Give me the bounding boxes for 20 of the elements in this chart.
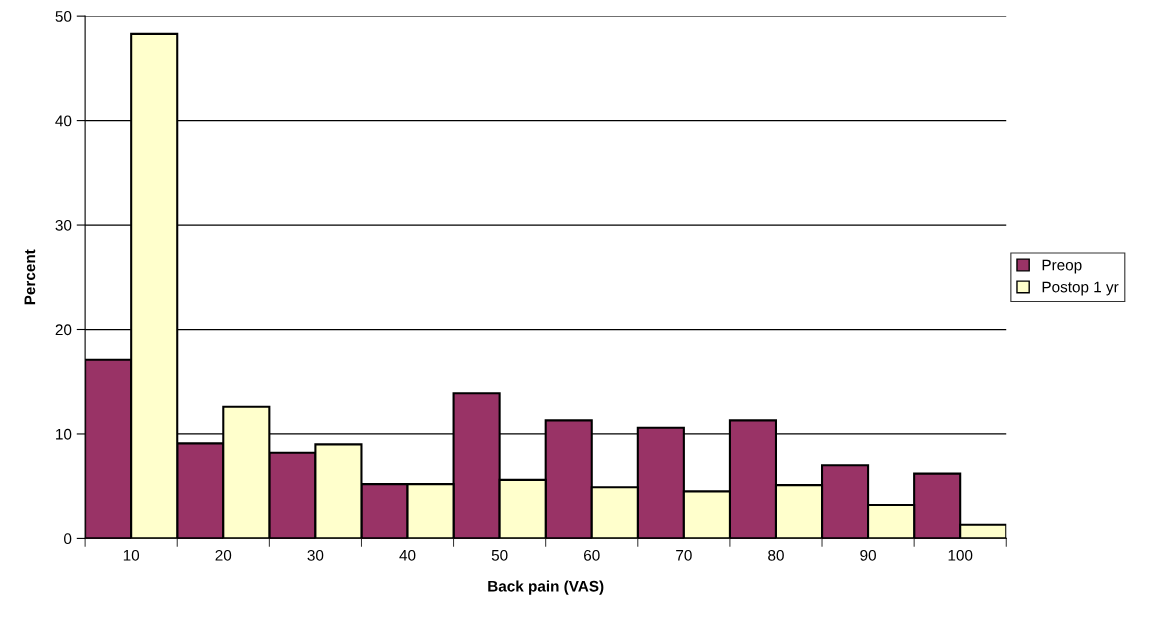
x-tick-label: 60: [584, 549, 600, 561]
y-tick-label: 10: [56, 428, 72, 440]
legend-label: Preop: [1042, 259, 1082, 274]
x-tick-label: 90: [860, 549, 876, 561]
x-tick-label: 100: [948, 549, 973, 561]
x-tick-label: 10: [123, 549, 140, 561]
x-tick-label: 40: [399, 549, 416, 561]
x-tick-label: 50: [491, 549, 508, 561]
y-tick-label: 30: [55, 219, 72, 231]
x-axis-title: Back pain (VAS): [488, 580, 604, 595]
x-tick-label: 30: [307, 549, 324, 561]
x-tick-label: 80: [768, 549, 784, 561]
y-tick-label: 0: [64, 533, 72, 545]
legend-label: Postop 1 yr: [1042, 281, 1119, 296]
x-tick-label: 70: [676, 549, 692, 561]
y-tick-label: 40: [55, 115, 72, 127]
y-tick-label: 50: [55, 11, 72, 22]
y-tick-label: 20: [55, 324, 72, 336]
y-axis-title: Percent: [24, 249, 36, 305]
x-tick-label: 20: [215, 549, 232, 561]
